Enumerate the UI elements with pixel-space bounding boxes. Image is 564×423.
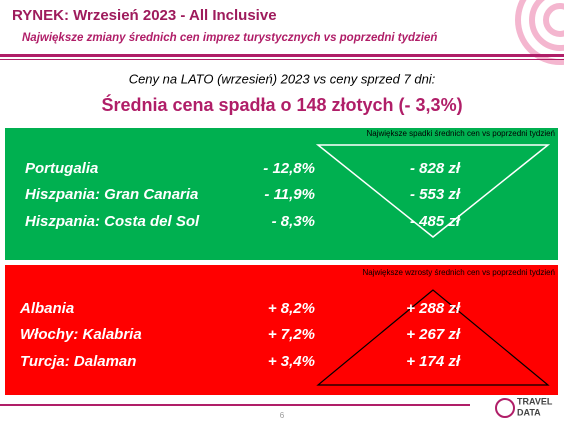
triangle: [316, 289, 550, 386]
price-change: - 485 zł: [410, 213, 461, 230]
page-number: 6: [280, 411, 285, 420]
logo-mark: [495, 398, 515, 418]
percent-change: - 8,3%: [272, 213, 315, 230]
destination: Portugalia: [25, 160, 98, 177]
destination: Turcja: Dalaman: [20, 353, 136, 370]
logo-text: DATA: [517, 407, 541, 417]
headline: Średnia cena spadła o 148 złotych (- 3,3…: [101, 94, 462, 115]
rule: [0, 59, 564, 60]
subtitle: Największe zmiany średnich cen imprez tu…: [22, 32, 437, 44]
percent-change: + 7,2%: [268, 326, 315, 343]
panel-label: Największe wzrosty średnich cen vs poprz…: [362, 268, 555, 277]
price-change: - 828 zł: [410, 160, 461, 177]
percent-change: - 12,8%: [263, 160, 315, 177]
triangle: [315, 144, 551, 238]
price-change: + 288 zł: [406, 300, 461, 317]
decreases-panel: [5, 128, 558, 260]
percent-change: + 8,2%: [268, 300, 315, 317]
destination: Albania: [19, 300, 74, 317]
price-change: + 267 zł: [406, 326, 461, 343]
increases-panel: [5, 265, 558, 395]
title: RYNEK: Wrzesień 2023 - All Inclusive: [12, 7, 277, 24]
destination: Hiszpania: Gran Canaria: [25, 186, 198, 203]
percent-change: + 3,4%: [268, 353, 315, 370]
panel-label: Największe spadki średnich cen vs poprze…: [366, 129, 555, 138]
destination: Hiszpania: Costa del Sol: [25, 213, 200, 230]
price-change: - 553 zł: [410, 186, 461, 203]
decoration: [515, 0, 564, 65]
intro: Ceny na LATO (wrzesień) 2023 vs ceny spr…: [129, 71, 436, 86]
percent-change: - 11,9%: [264, 186, 315, 203]
price-change: + 174 zł: [406, 353, 461, 370]
logo-text: TRAVEL: [517, 396, 553, 406]
rule: [0, 54, 564, 57]
destination: Włochy: Kalabria: [20, 326, 142, 343]
rule: [0, 404, 470, 406]
